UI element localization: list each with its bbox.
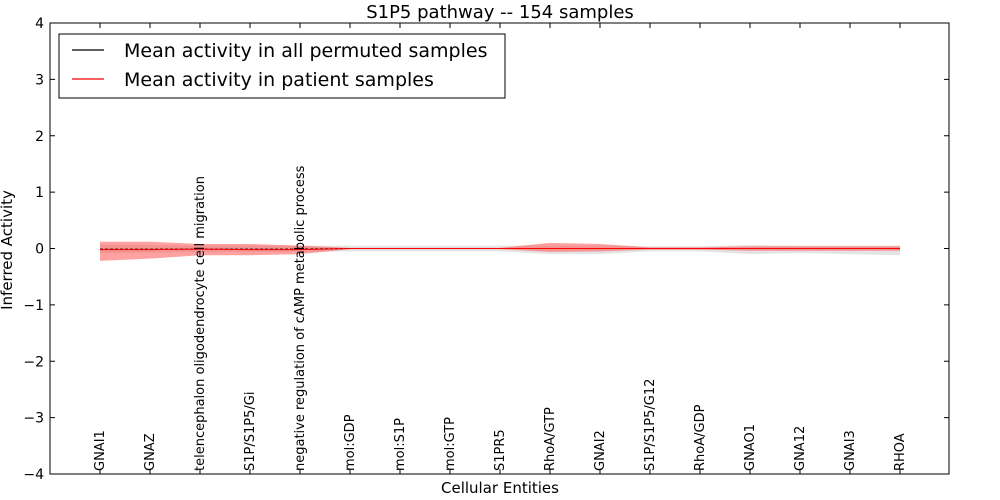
y-tick-label: 3: [35, 72, 44, 88]
band-patient: [100, 241, 900, 261]
y-tick-label: −3: [23, 411, 44, 427]
y-tick-label: 1: [35, 185, 44, 201]
x-tick-label: GNAZ: [143, 433, 158, 471]
x-tick-label: negative regulation of cAMP metabolic pr…: [293, 165, 308, 471]
x-tick-label: RhoA/GDP: [693, 404, 708, 471]
x-tick-label: telencephalon oligodendrocyte cell migra…: [193, 176, 208, 471]
y-tick-label: 2: [35, 129, 44, 145]
x-axis: GNAI1 GNAZ telencephalon oligodendrocyte c…: [93, 23, 908, 474]
x-tick-label: RhoA/GTP: [543, 407, 558, 471]
y-tick-label: −4: [23, 467, 44, 483]
legend: Mean activity in all permuted samples Me…: [58, 33, 506, 99]
y-tick-label: −2: [23, 354, 44, 370]
chart-title: S1P5 pathway -- 154 samples: [366, 2, 634, 23]
x-tick-label: mol:GTP: [443, 417, 458, 471]
series-lines: [100, 248, 900, 251]
y-axis: −4 −3 −2 −1 0 1 2 3 4: [23, 16, 949, 483]
x-tick-label: S1P/S1P5/G12: [643, 379, 658, 471]
line-patient: [100, 248, 900, 251]
x-tick-label: GNAO1: [743, 424, 758, 471]
legend-box: [58, 33, 506, 99]
x-tick-label: S1P/S1P5/Gi: [243, 392, 258, 471]
x-tick-label: GNAI3: [843, 430, 858, 471]
x-tick-label: GNA12: [793, 426, 808, 471]
x-tick-label: mol:GDP: [343, 414, 358, 471]
y-tick-label: −1: [23, 298, 44, 314]
legend-entry-patient: Mean activity in patient samples: [124, 69, 434, 91]
x-tick-label: GNAI1: [93, 430, 108, 471]
x-tick-label: RHOA: [893, 433, 908, 471]
y-tick-label: 4: [35, 16, 44, 32]
y-tick-label: 0: [35, 242, 44, 258]
x-tick-label: S1PR5: [493, 429, 508, 471]
legend-entry-permuted: Mean activity in all permuted samples: [124, 40, 487, 62]
x-tick-label: GNAI2: [593, 430, 608, 471]
confidence-bands: [100, 241, 900, 261]
x-tick-label: mol:S1P: [393, 418, 408, 471]
x-axis-label: Cellular Entities: [441, 479, 559, 497]
y-axis-label: Inferred Activity: [0, 190, 16, 310]
